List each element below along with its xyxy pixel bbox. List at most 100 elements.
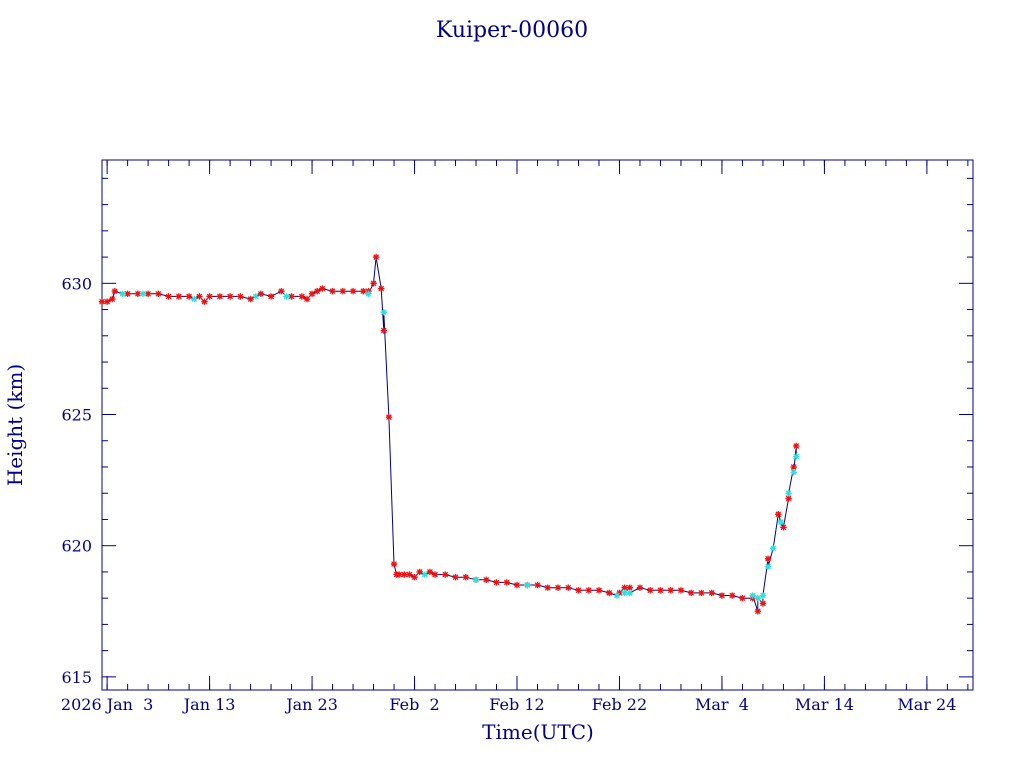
data-point-red (378, 285, 385, 292)
data-point-cyan (119, 290, 126, 298)
data-point-cyan (790, 469, 797, 476)
data-point-red (431, 571, 439, 578)
data-point-red (595, 587, 603, 594)
data-point-red (370, 280, 377, 287)
data-point-red (606, 589, 613, 597)
data-point-cyan (472, 576, 480, 584)
data-point-red (185, 293, 193, 300)
data-point-red (442, 571, 449, 578)
x-tick-label: Mar 4 (695, 695, 749, 714)
data-point-red (390, 560, 398, 568)
data-point-red (216, 293, 224, 300)
y-tick-label: 630 (61, 274, 92, 293)
data-point-red (764, 555, 772, 563)
data-point-red (452, 573, 459, 581)
data-point-red (124, 290, 131, 298)
data-point-red (554, 584, 562, 591)
data-point-red (206, 293, 213, 300)
y-tick-label: 620 (61, 537, 92, 556)
data-point-red (754, 608, 762, 615)
data-point-red (667, 587, 674, 594)
x-tick-label: Feb 12 (489, 695, 544, 714)
data-point-red (385, 413, 393, 421)
data-point-cyan (524, 581, 531, 589)
data-point-red (155, 290, 162, 298)
data-point-cyan (626, 589, 633, 597)
data-point-red (257, 290, 265, 298)
y-axis-label: Height (km) (3, 364, 27, 486)
data-point-red (626, 584, 633, 591)
y-tick-label: 615 (61, 668, 92, 687)
data-point-cyan (764, 563, 772, 570)
data-point-red (513, 581, 521, 589)
data-point-red (165, 293, 172, 300)
data-point-red (565, 584, 572, 591)
data-point-red (308, 290, 316, 298)
data-point-red (401, 571, 408, 578)
data-point-red (616, 589, 623, 597)
data-point-red (372, 253, 380, 261)
y-tick-label: 625 (61, 406, 92, 425)
data-point-red (416, 568, 423, 576)
data-point-cyan (613, 592, 621, 599)
data-point-red (718, 592, 726, 599)
x-tick-label: Mar 24 (897, 695, 956, 714)
data-point-red (426, 568, 434, 576)
data-point-red (775, 511, 782, 518)
data-point-red (708, 589, 715, 597)
data-point-red (621, 584, 628, 591)
data-point-red (406, 571, 413, 578)
data-point-cyan (754, 594, 762, 602)
data-point-cyan (191, 295, 198, 303)
data-point-cyan (365, 290, 372, 298)
data-point-red (790, 463, 797, 471)
data-point-cyan (785, 490, 792, 497)
data-point-red (636, 584, 644, 591)
x-tick-label: Jan 13 (182, 695, 236, 714)
data-point-red (462, 573, 469, 581)
data-point-red (278, 287, 285, 295)
data-point-red (298, 293, 306, 300)
data-point-red (483, 576, 490, 584)
x-tick-label: Feb 2 (389, 695, 439, 714)
data-point-red (237, 293, 244, 300)
data-point-red (103, 298, 111, 305)
data-point-red (247, 295, 254, 303)
data-point-red (739, 594, 746, 602)
data-point-cyan (749, 592, 756, 599)
data-point-red (329, 287, 336, 295)
x-axis-label: Time(UTC) (482, 720, 594, 744)
y-tick-labels: 615 620 625 630 (61, 274, 92, 687)
data-point-red (267, 293, 275, 300)
x-tick-label: Mar 14 (795, 695, 854, 714)
data-point-cyan (759, 592, 767, 599)
data-point-cyan (777, 518, 785, 526)
data-point-red (134, 290, 142, 298)
data-point-red (677, 587, 685, 594)
data-point-cyan (139, 290, 147, 298)
data-point-red (728, 592, 736, 599)
data-point-red (534, 581, 541, 589)
data-point-red (349, 287, 357, 295)
data-point-cyan (421, 571, 428, 578)
data-point-cyan (621, 589, 628, 597)
data-point-red (503, 579, 510, 586)
x-tick-labels: 2026 Jan 3 Jan 13 Jan 23 Feb 2 Feb 12 Feb 22 M… (61, 695, 956, 714)
data-point-red (793, 442, 800, 450)
data-point-red (319, 285, 326, 292)
data-markers (98, 253, 800, 615)
data-point-red (698, 589, 705, 597)
data-point-red (360, 287, 367, 295)
data-point-red (98, 298, 106, 305)
data-point-red (759, 600, 767, 607)
data-point-red (380, 327, 387, 334)
data-point-red (785, 495, 792, 502)
data-point-red (111, 287, 119, 295)
data-point-red (575, 587, 582, 594)
data-point-red (657, 587, 664, 594)
data-point-red (395, 571, 403, 578)
data-point-red (288, 293, 295, 300)
data-point-red (688, 589, 695, 597)
data-point-red (144, 290, 152, 298)
